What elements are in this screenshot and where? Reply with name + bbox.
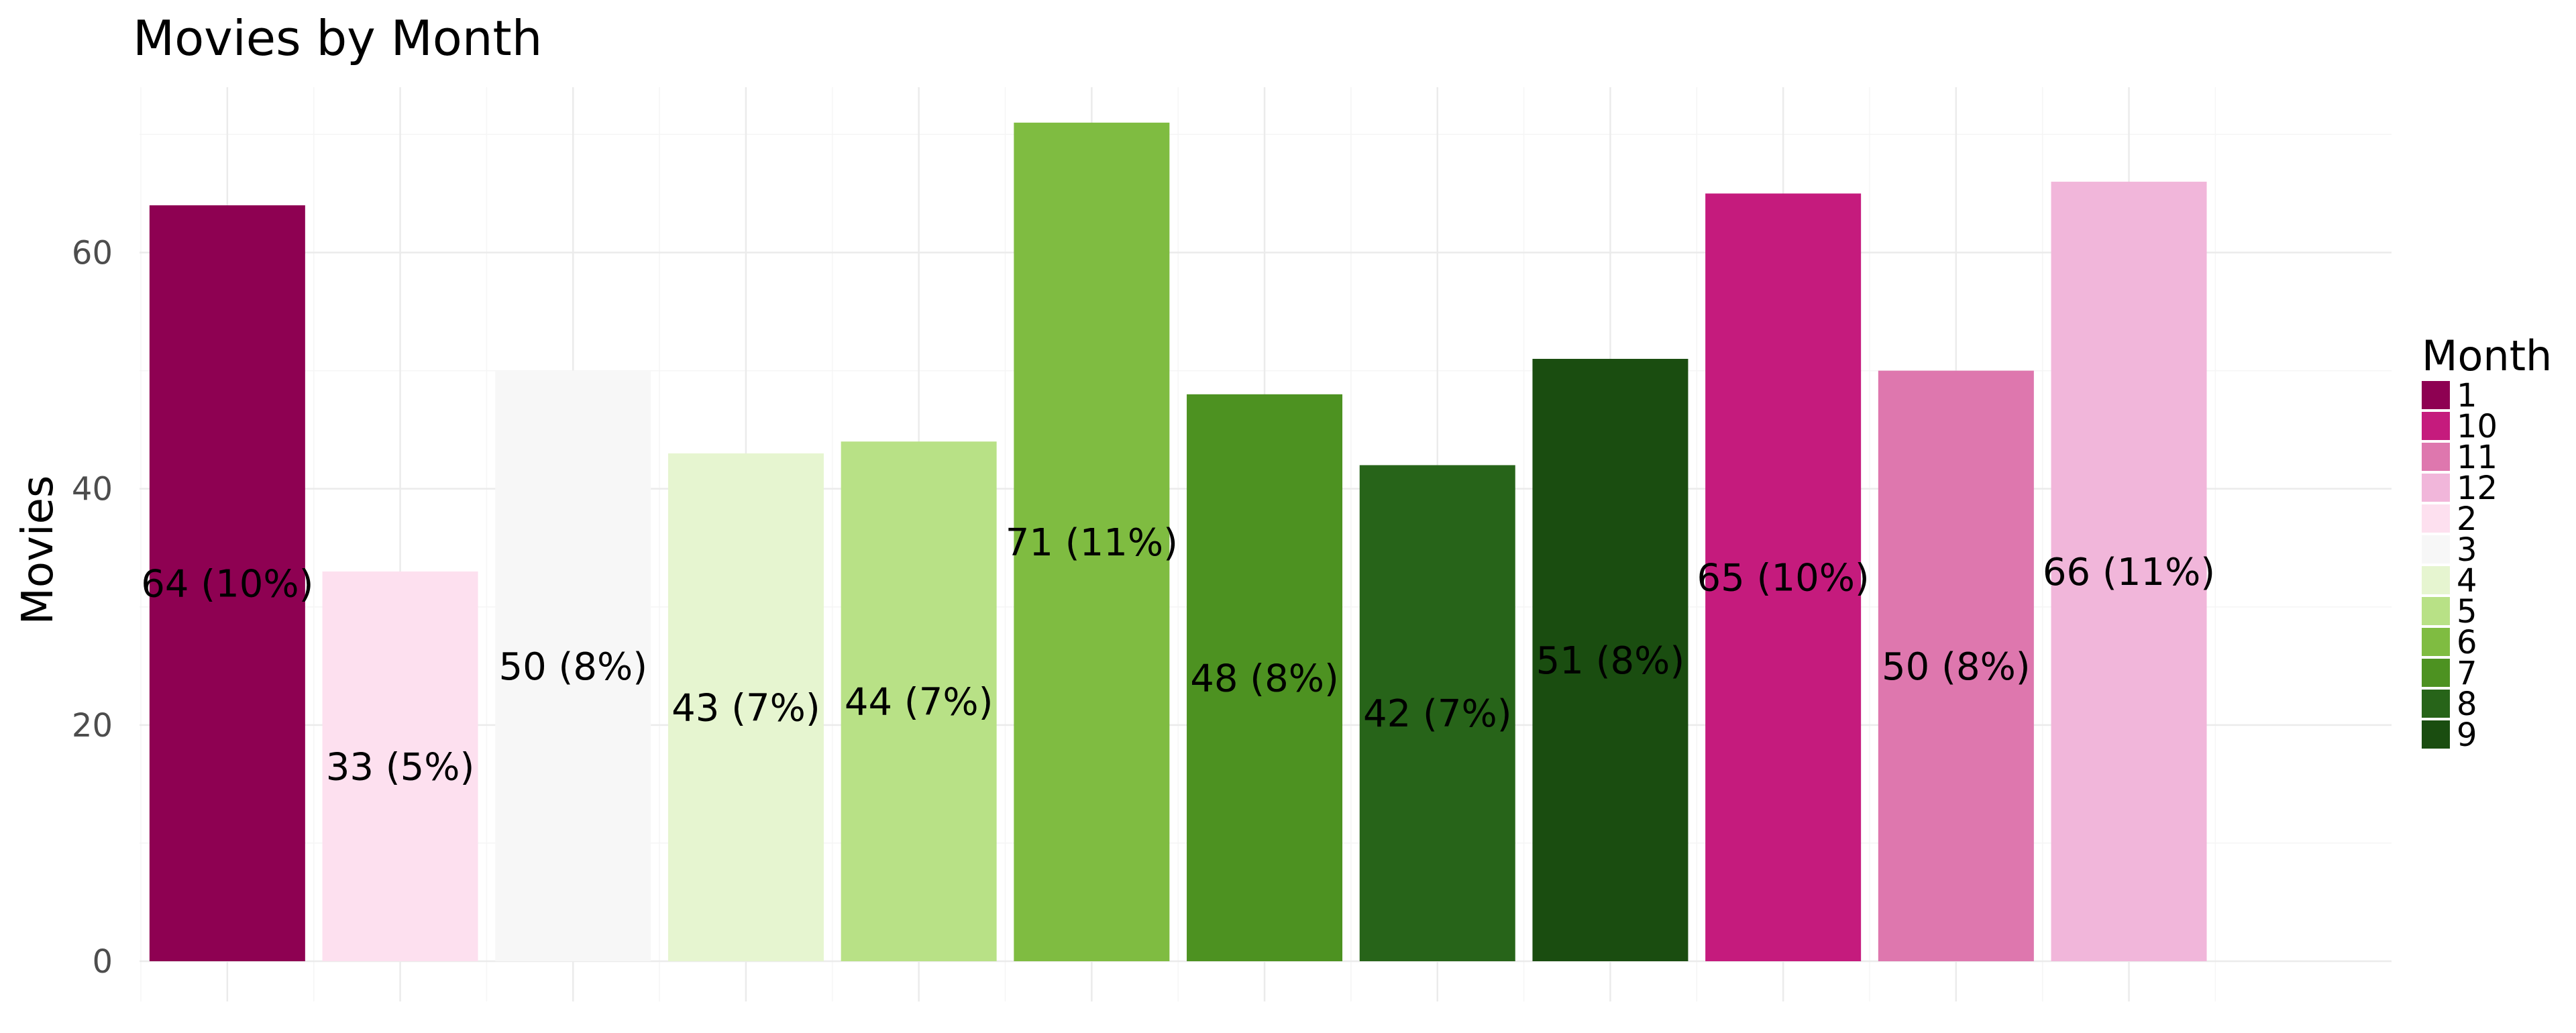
legend-label: 6 — [2457, 624, 2477, 661]
bar-month-6 — [1014, 122, 1170, 961]
data-label: 48 (8%) — [1190, 657, 1339, 700]
legend-label: 2 — [2457, 500, 2477, 538]
legend-swatch — [2422, 443, 2450, 471]
legend-label: 5 — [2457, 593, 2477, 631]
legend-label: 8 — [2457, 686, 2477, 723]
data-label: 64 (10%) — [141, 563, 313, 606]
data-label: 43 (7%) — [672, 686, 820, 730]
legend-label: 7 — [2457, 655, 2477, 692]
y-tick-label: 60 — [72, 235, 113, 272]
legend-swatch — [2422, 412, 2450, 440]
bar-month-2 — [322, 571, 478, 961]
legend-label: 1 — [2457, 377, 2477, 415]
legend-swatch — [2422, 504, 2450, 533]
bar-month-11 — [1878, 370, 2034, 961]
legend-swatch — [2422, 474, 2450, 502]
legend-label: 4 — [2457, 562, 2477, 600]
data-label: 50 (8%) — [1882, 645, 2031, 689]
legend-label: 10 — [2457, 408, 2498, 445]
legend-label: 12 — [2457, 470, 2498, 507]
bar-month-3 — [495, 370, 651, 961]
legend-swatch — [2422, 690, 2450, 718]
chart-title: Movies by Month — [133, 10, 542, 66]
legend-swatch — [2422, 659, 2450, 687]
y-axis: 0 20 40 60 — [72, 235, 113, 981]
bars — [149, 122, 2207, 962]
bar-month-1 — [149, 205, 305, 962]
y-tick-label: 40 — [72, 471, 113, 508]
legend-swatch — [2422, 535, 2450, 563]
data-label: 66 (11%) — [2043, 551, 2215, 594]
bar-month-4 — [667, 453, 824, 961]
y-axis-title: Movies — [13, 476, 63, 625]
legend-title: Month — [2422, 331, 2552, 380]
bar-month-10 — [1705, 193, 1862, 962]
legend-swatch — [2422, 381, 2450, 409]
legend-swatch — [2422, 597, 2450, 625]
data-label: 71 (11%) — [1006, 521, 1178, 565]
bar-month-12 — [2051, 181, 2207, 961]
bar-month-9 — [1532, 358, 1688, 961]
legend-label: 3 — [2457, 531, 2477, 569]
legend-swatch — [2422, 628, 2450, 656]
data-label: 33 (5%) — [326, 745, 475, 789]
legend-swatch — [2422, 720, 2450, 749]
y-tick-label: 0 — [92, 943, 113, 981]
data-labels: 64 (10%) 33 (5%) 50 (8%) 43 (7%) 44 (7%) 71 (… — [141, 521, 2215, 790]
data-label: 65 (10%) — [1697, 557, 1870, 600]
legend-label: 9 — [2457, 716, 2477, 754]
bar-month-8 — [1359, 465, 1515, 961]
bar-month-7 — [1187, 394, 1343, 961]
data-label: 50 (8%) — [498, 645, 647, 689]
data-label: 44 (7%) — [845, 681, 994, 724]
legend-label: 11 — [2457, 439, 2498, 476]
data-label: 42 (7%) — [1363, 692, 1512, 736]
y-tick-label: 20 — [72, 707, 113, 745]
legend-swatch — [2422, 566, 2450, 594]
bar-month-5 — [841, 441, 997, 961]
data-label: 51 (8%) — [1536, 639, 1685, 683]
